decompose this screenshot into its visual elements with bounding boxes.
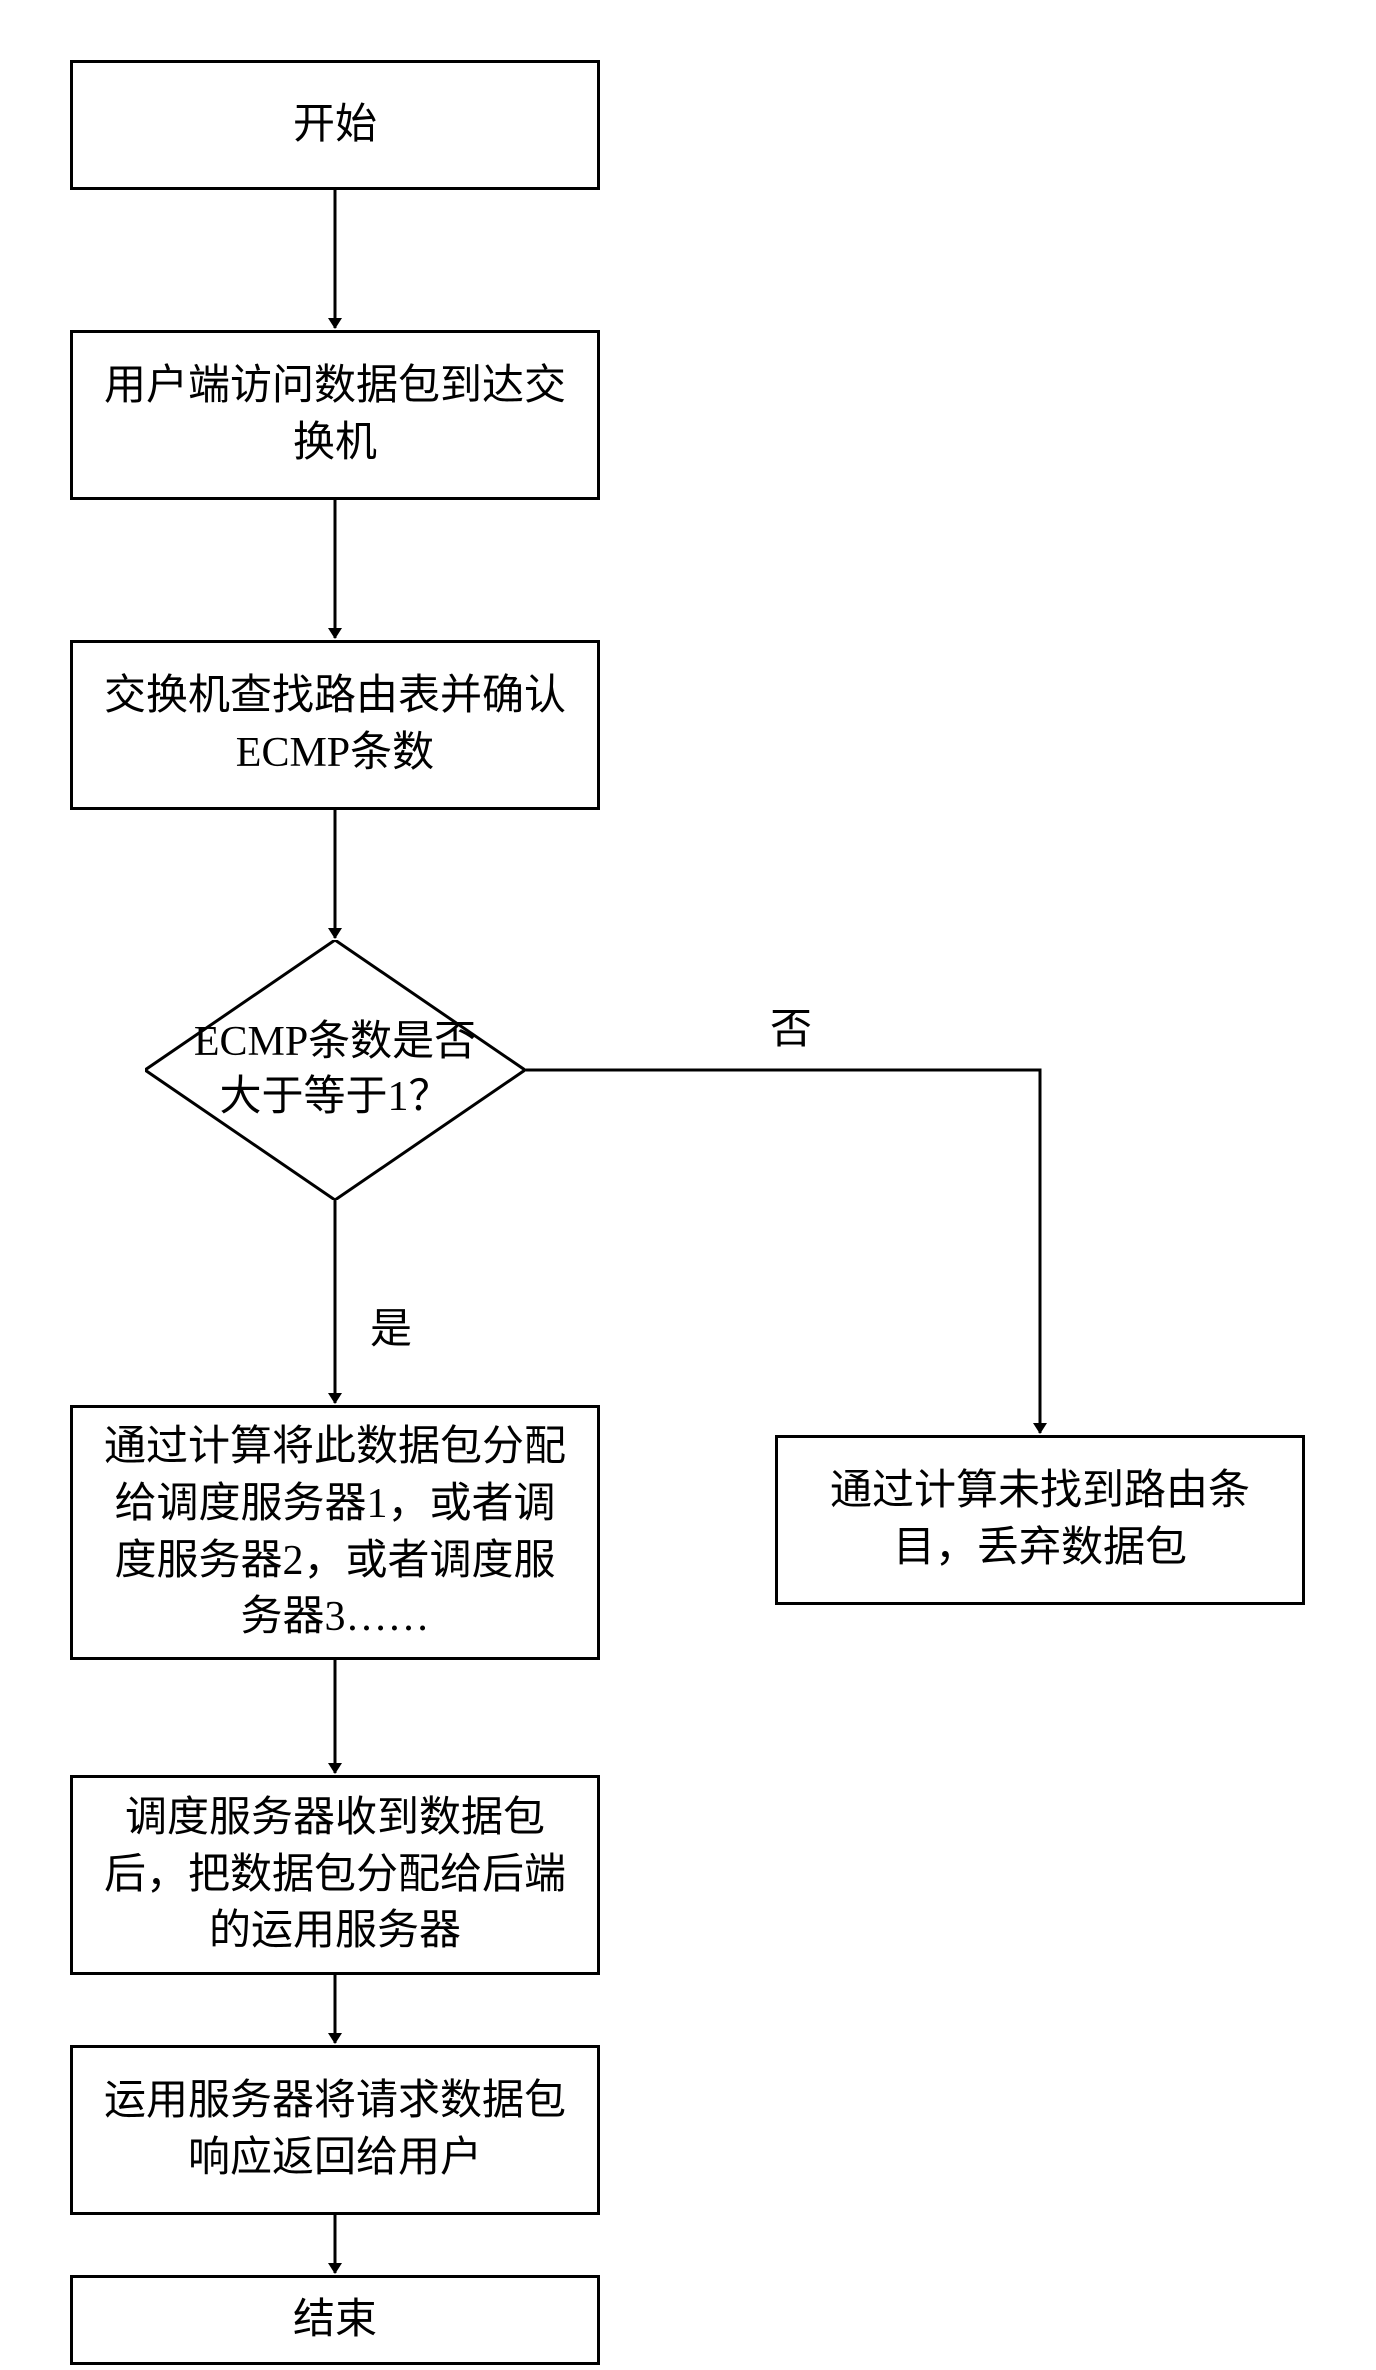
edge <box>525 1070 1040 1433</box>
flow-node-step1: 用户端访问数据包到达交换机 <box>70 330 600 500</box>
node-label: 用户端访问数据包到达交换机 <box>104 358 566 471</box>
flow-node-decision: ECMP条数是否大于等于1？ <box>145 940 525 1200</box>
flow-node-step5: 运用服务器将请求数据包响应返回给用户 <box>70 2045 600 2215</box>
node-label: 开始 <box>293 97 377 154</box>
edge-label-no: 否 <box>770 995 812 1056</box>
node-label: 通过计算未找到路由条目，丢弃数据包 <box>830 1463 1250 1576</box>
node-label: 通过计算将此数据包分配给调度服务器1，或者调度服务器2，或者调度服务器3…… <box>104 1419 566 1646</box>
edge-label-text: 是 <box>370 1307 412 1353</box>
flow-node-start: 开始 <box>70 60 600 190</box>
node-label: 交换机查找路由表并确认ECMP条数 <box>104 668 566 781</box>
node-label: 运用服务器将请求数据包响应返回给用户 <box>104 2073 566 2186</box>
flow-node-step4: 调度服务器收到数据包后，把数据包分配给后端的运用服务器 <box>70 1775 600 1975</box>
node-label: ECMP条数是否大于等于1？ <box>194 1015 476 1124</box>
flow-node-end: 结束 <box>70 2275 600 2365</box>
node-label: 调度服务器收到数据包后，把数据包分配给后端的运用服务器 <box>104 1790 566 1960</box>
flow-node-no-box: 通过计算未找到路由条目，丢弃数据包 <box>775 1435 1305 1605</box>
flow-node-step2: 交换机查找路由表并确认ECMP条数 <box>70 640 600 810</box>
node-label: 结束 <box>293 2292 377 2349</box>
edge-label-text: 否 <box>770 1007 812 1053</box>
edge-label-yes: 是 <box>370 1295 412 1356</box>
flow-node-yes-box: 通过计算将此数据包分配给调度服务器1，或者调度服务器2，或者调度服务器3…… <box>70 1405 600 1660</box>
